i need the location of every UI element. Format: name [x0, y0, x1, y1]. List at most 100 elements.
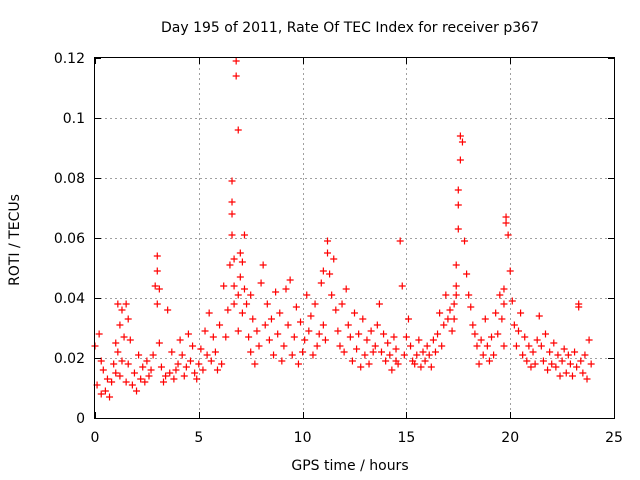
data-point	[454, 186, 462, 194]
data-point	[292, 303, 300, 311]
data-point	[500, 342, 508, 350]
data-point	[500, 285, 508, 293]
data-point	[95, 330, 103, 338]
data-point	[535, 312, 543, 320]
data-point	[205, 309, 213, 317]
data-point	[155, 285, 163, 293]
data-point	[315, 330, 323, 338]
data-point	[465, 291, 473, 299]
data-point	[311, 300, 319, 308]
data-point	[562, 369, 570, 377]
data-point	[369, 348, 377, 356]
data-point	[197, 345, 205, 353]
data-point	[353, 345, 361, 353]
data-point	[288, 351, 296, 359]
data-point	[336, 342, 344, 350]
data-point	[253, 327, 261, 335]
x-tick-label: 15	[397, 430, 415, 446]
data-point	[481, 315, 489, 323]
data-point	[575, 303, 583, 311]
data-point	[413, 351, 421, 359]
data-point	[249, 315, 257, 323]
data-point	[351, 309, 358, 317]
data-point	[384, 339, 392, 347]
x-axis-title: GPS time / hours	[291, 458, 408, 474]
data-point	[504, 231, 512, 239]
data-point	[458, 138, 466, 146]
data-point	[251, 360, 259, 368]
data-point	[257, 279, 265, 287]
data-point	[207, 357, 215, 365]
data-point	[454, 225, 462, 233]
data-point	[114, 348, 122, 356]
data-point	[552, 363, 560, 371]
data-point	[286, 276, 294, 284]
data-point	[421, 357, 429, 365]
data-point	[189, 342, 197, 350]
data-point	[436, 309, 444, 317]
data-point	[444, 315, 452, 323]
data-point	[382, 357, 390, 365]
data-point	[240, 285, 248, 293]
y-axis-title: ROTI / TECUs	[7, 194, 23, 286]
data-point	[544, 366, 552, 374]
data-point	[128, 381, 136, 389]
data-point	[494, 330, 502, 338]
data-point	[400, 351, 408, 359]
data-point	[583, 375, 591, 383]
data-point	[99, 366, 107, 374]
data-point	[531, 360, 539, 368]
data-point	[342, 285, 350, 293]
data-point	[157, 363, 165, 371]
data-point	[456, 156, 464, 164]
data-point	[124, 360, 132, 368]
data-point	[425, 351, 433, 359]
data-point	[521, 333, 529, 341]
data-point	[228, 198, 236, 206]
data-point	[305, 327, 313, 335]
data-point	[170, 375, 178, 383]
data-point	[216, 321, 224, 329]
data-point	[186, 357, 194, 365]
data-point	[199, 366, 207, 374]
data-point	[477, 336, 485, 344]
data-point	[135, 351, 143, 359]
data-point	[473, 342, 481, 350]
data-point	[566, 360, 574, 368]
data-point	[346, 333, 354, 341]
data-point	[232, 72, 240, 80]
data-point	[371, 342, 379, 350]
data-point	[446, 306, 454, 314]
data-point	[485, 357, 493, 365]
data-point	[330, 255, 338, 263]
data-point	[440, 321, 448, 329]
data-point	[243, 300, 251, 308]
data-point	[502, 219, 510, 227]
data-point	[442, 291, 450, 299]
data-point	[560, 345, 568, 353]
data-point	[317, 279, 325, 287]
data-point	[116, 321, 124, 329]
data-point	[116, 372, 124, 380]
data-point	[290, 333, 298, 341]
data-point	[139, 363, 147, 371]
data-point	[238, 309, 246, 317]
x-tick-label: 0	[91, 430, 100, 446]
data-point	[265, 336, 273, 344]
data-point	[452, 282, 460, 290]
data-point	[398, 282, 406, 290]
data-point	[174, 360, 182, 368]
data-point	[355, 330, 363, 338]
data-point	[324, 249, 332, 257]
data-point	[340, 348, 348, 356]
data-point	[247, 348, 255, 356]
data-point	[363, 336, 371, 344]
data-point	[147, 366, 155, 374]
data-point	[240, 231, 248, 239]
y-axis-ticks: 0 0.02 0.04 0.06 0.08 0.1 0.12	[54, 51, 614, 427]
data-point	[375, 300, 383, 308]
data-point	[232, 57, 240, 65]
data-point	[234, 327, 242, 335]
data-point	[153, 252, 161, 260]
data-point	[461, 237, 469, 245]
